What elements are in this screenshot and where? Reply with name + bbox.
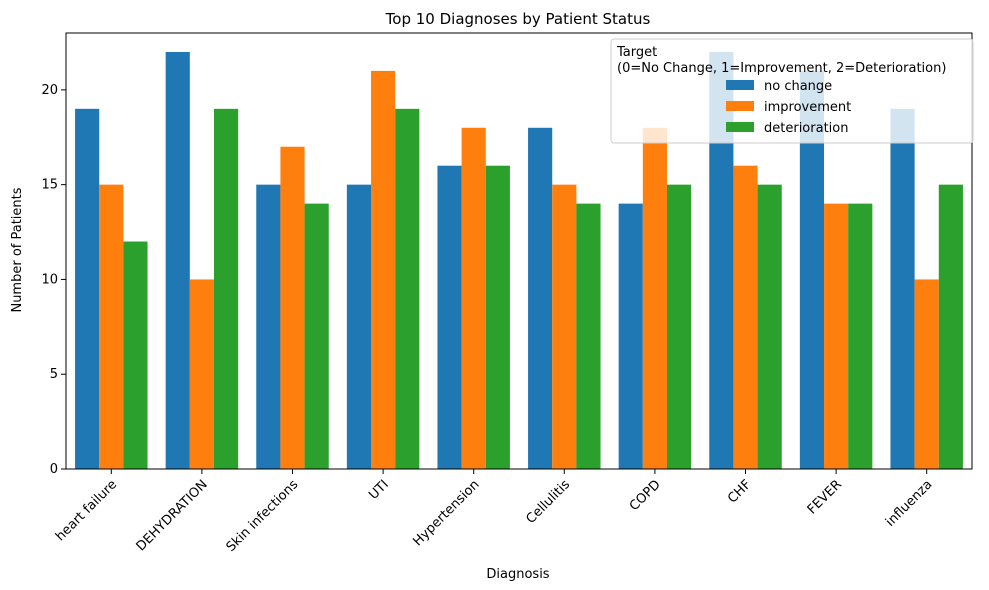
bar-no-change-2	[256, 184, 281, 469]
legend-label-deterioration: deterioration	[764, 121, 848, 136]
bar-improvement-8	[824, 203, 849, 470]
bar-deterioration-8	[848, 203, 873, 470]
x-tick-label: CHF	[725, 477, 754, 506]
x-tick-label: heart failure	[53, 477, 120, 544]
bar-no-change-3	[346, 184, 372, 469]
legend-frame	[610, 38, 974, 144]
bar-improvement-7	[733, 165, 758, 469]
bar-no-change-0	[75, 108, 100, 469]
bar-improvement-9	[914, 279, 939, 469]
y-tick-label: 10	[41, 272, 58, 287]
bar-no-change-9	[890, 108, 915, 469]
x-tick-label: COPD	[627, 477, 664, 514]
legend-swatch-no-change	[726, 80, 754, 90]
legend-label-improvement: improvement	[764, 100, 851, 115]
bar-no-change-4	[437, 165, 462, 469]
x-axis-label: Diagnosis	[486, 567, 549, 582]
bar-improvement-6	[642, 127, 667, 469]
y-tick-label: 15	[41, 178, 58, 193]
bar-improvement-4	[461, 127, 486, 469]
axes-frame	[65, 32, 973, 470]
bar-deterioration-6	[666, 184, 692, 469]
legend-swatch-improvement	[726, 101, 754, 111]
bar-deterioration-2	[304, 203, 329, 470]
bar-deterioration-7	[757, 184, 782, 469]
legend-label-no-change: no change	[764, 79, 832, 94]
bar-improvement-2	[280, 146, 305, 470]
x-tick-label: DEHYDRATION	[134, 477, 211, 554]
x-tick-label: influenza	[883, 477, 936, 530]
x-tick-label: FEVER	[805, 477, 845, 517]
x-tick-label: Hypertension	[410, 477, 482, 549]
legend: Target (0=No Change, 1=Improvement, 2=De…	[610, 38, 974, 144]
bar-deterioration-1	[213, 108, 239, 469]
x-tick-label: Skin infections	[224, 477, 302, 555]
bar-improvement-1	[189, 279, 214, 469]
x-tick-label: UTI	[366, 477, 392, 503]
bar-deterioration-4	[485, 165, 510, 469]
bar-no-change-5	[528, 127, 553, 469]
bar-improvement-0	[99, 184, 124, 469]
bar-no-change-1	[165, 51, 190, 470]
bar-improvement-5	[552, 184, 577, 469]
legend-swatch-deterioration	[726, 122, 754, 132]
bar-deterioration-5	[576, 203, 601, 470]
bar-improvement-3	[371, 70, 396, 469]
bar-deterioration-3	[395, 108, 420, 469]
bar-no-change-6	[618, 203, 643, 470]
chart-title: Top 10 Diagnoses by Patient Status	[385, 10, 651, 28]
y-tick-label: 0	[50, 462, 58, 477]
y-axis-label: Number of Patients	[10, 187, 25, 312]
bar-deterioration-9	[938, 184, 963, 469]
y-tick-label: 5	[50, 367, 58, 382]
legend-title-line1: Target	[616, 45, 657, 60]
y-tick-label: 20	[41, 83, 58, 98]
legend-title-line2: (0=No Change, 1=Improvement, 2=Deteriora…	[617, 61, 946, 76]
bar-deterioration-0	[123, 241, 148, 469]
x-tick-label: Cellulitis	[523, 477, 573, 527]
